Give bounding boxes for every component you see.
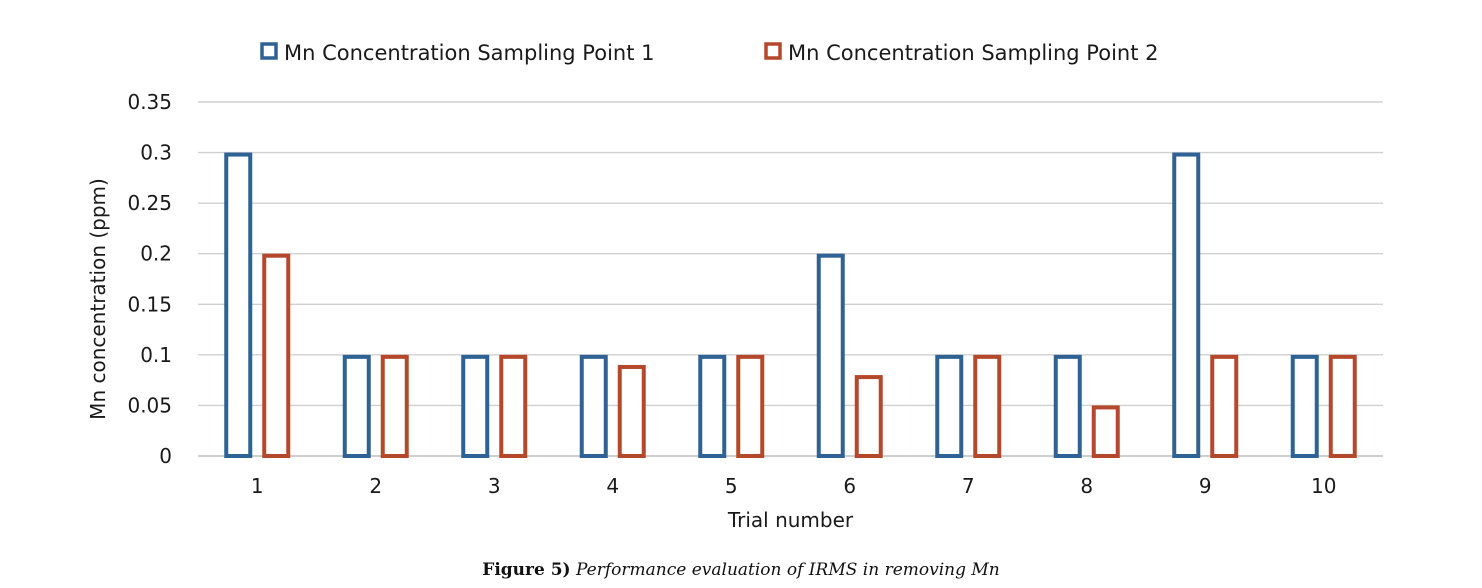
x-axis-title: Trial number (727, 508, 854, 532)
gridlines (198, 101, 1383, 457)
y-tick-label: 0.15 (127, 292, 172, 316)
caption-text: Performance evaluation of IRMS in removi… (576, 560, 1000, 580)
x-tick-label: 6 (843, 474, 856, 498)
x-tick-label: 2 (369, 474, 382, 498)
bar-series-2 (262, 253, 291, 458)
bar-series-1 (342, 354, 371, 459)
bar-series-2 (1091, 405, 1120, 458)
x-tick-label: 8 (1080, 474, 1093, 498)
legend-swatch-1 (260, 42, 278, 60)
bar-series-1 (224, 152, 253, 458)
x-tick-label: 4 (606, 474, 619, 498)
bars (224, 152, 1357, 459)
bar-series-1 (1290, 354, 1319, 459)
legend-swatch-2 (764, 42, 782, 60)
y-tick-label: 0.1 (140, 343, 172, 367)
legend: Mn Concentration Sampling Point 1 Mn Conc… (260, 41, 1158, 65)
bar-series-1 (698, 354, 727, 459)
y-axis-ticks: 0 0.05 0.1 0.15 0.2 0.25 0.3 0.35 (127, 90, 172, 468)
bar-series-2 (1328, 354, 1357, 459)
bar-series-2 (736, 354, 765, 459)
y-tick-label: 0 (159, 444, 172, 468)
x-tick-label: 10 (1311, 474, 1336, 498)
legend-label-1: Mn Concentration Sampling Point 1 (284, 41, 654, 65)
x-tick-label: 3 (488, 474, 501, 498)
y-axis-title: Mn concentration (ppm) (86, 178, 110, 420)
bar-series-1 (1172, 152, 1201, 458)
x-tick-label: 7 (962, 474, 975, 498)
bar-series-1 (816, 253, 845, 458)
x-tick-label: 5 (725, 474, 738, 498)
x-tick-label: 9 (1199, 474, 1212, 498)
bar-series-2 (617, 364, 646, 459)
caption-label: Figure 5) (482, 560, 571, 580)
y-tick-label: 0.3 (140, 141, 172, 165)
bar-series-1 (461, 354, 490, 459)
y-tick-label: 0.2 (140, 242, 172, 266)
x-tick-label: 1 (251, 474, 264, 498)
bar-series-1 (935, 354, 964, 459)
y-tick-label: 0.05 (127, 393, 172, 417)
bar-series-2 (1210, 354, 1239, 459)
bar-series-2 (854, 375, 883, 459)
y-tick-label: 0.25 (127, 191, 172, 215)
bar-series-1 (579, 354, 608, 459)
legend-label-2: Mn Concentration Sampling Point 2 (788, 41, 1158, 65)
bar-series-1 (1053, 354, 1082, 459)
y-tick-label: 0.35 (127, 90, 172, 114)
bar-series-2 (380, 354, 409, 459)
x-axis-ticks: 1 2 3 4 5 6 7 8 9 10 (251, 474, 1337, 498)
bar-series-2 (973, 354, 1002, 459)
figure-caption: Figure 5) Performance evaluation of IRMS… (0, 560, 1482, 580)
bar-series-2 (499, 354, 528, 459)
chart: Mn Concentration Sampling Point 1 Mn Conc… (86, 41, 1383, 532)
